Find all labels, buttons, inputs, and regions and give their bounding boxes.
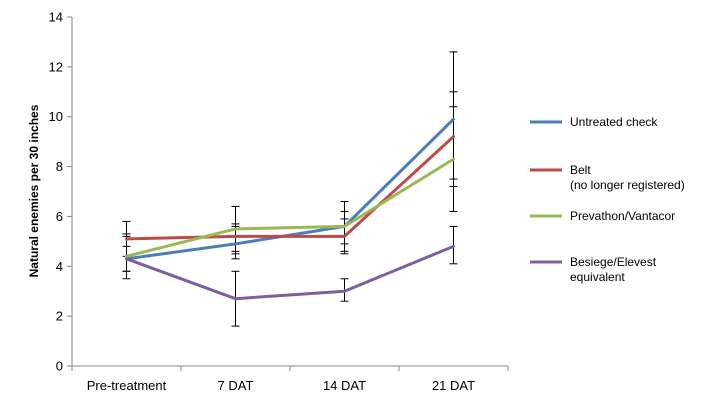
x-tick-label: 21 DAT bbox=[432, 378, 475, 393]
legend: Untreated check Belt (no longer registered… bbox=[530, 115, 685, 284]
y-tick-label: 4 bbox=[56, 259, 63, 274]
y-axis-label-group: Natural enemies per 30 inches bbox=[27, 104, 41, 277]
series-line bbox=[125, 244, 455, 301]
y-tick-label: 14 bbox=[49, 10, 63, 25]
y-tick-label: 12 bbox=[49, 59, 63, 74]
series-line bbox=[125, 157, 455, 258]
legend-entry-label: Untreated check bbox=[570, 115, 658, 129]
legend-entry-label: Belt (no longer registered) bbox=[570, 163, 685, 192]
legend-entry-label: Prevathon/Vantacor bbox=[570, 209, 675, 223]
legend-entry-label: Besiege/Elevest equivalent bbox=[570, 255, 657, 284]
y-tick-label: 10 bbox=[49, 109, 63, 124]
y-tick-label: 2 bbox=[56, 309, 63, 324]
y-axis-label: Natural enemies per 30 inches bbox=[27, 104, 41, 277]
y-tick-label: 8 bbox=[56, 159, 63, 174]
series-line bbox=[125, 135, 455, 241]
x-tick-label: 7 DAT bbox=[218, 378, 254, 393]
x-tick-label: Pre-treatment bbox=[87, 378, 167, 393]
y-tick-label: 0 bbox=[56, 359, 63, 374]
x-tick-label: 14 DAT bbox=[323, 378, 366, 393]
series-lines bbox=[125, 117, 455, 301]
y-tick-label: 6 bbox=[56, 209, 63, 224]
axes: 0 2 4 6 8 10 12 14 Pre-treatment 7 DAT 14 DAT 21 DA… bbox=[49, 10, 509, 393]
